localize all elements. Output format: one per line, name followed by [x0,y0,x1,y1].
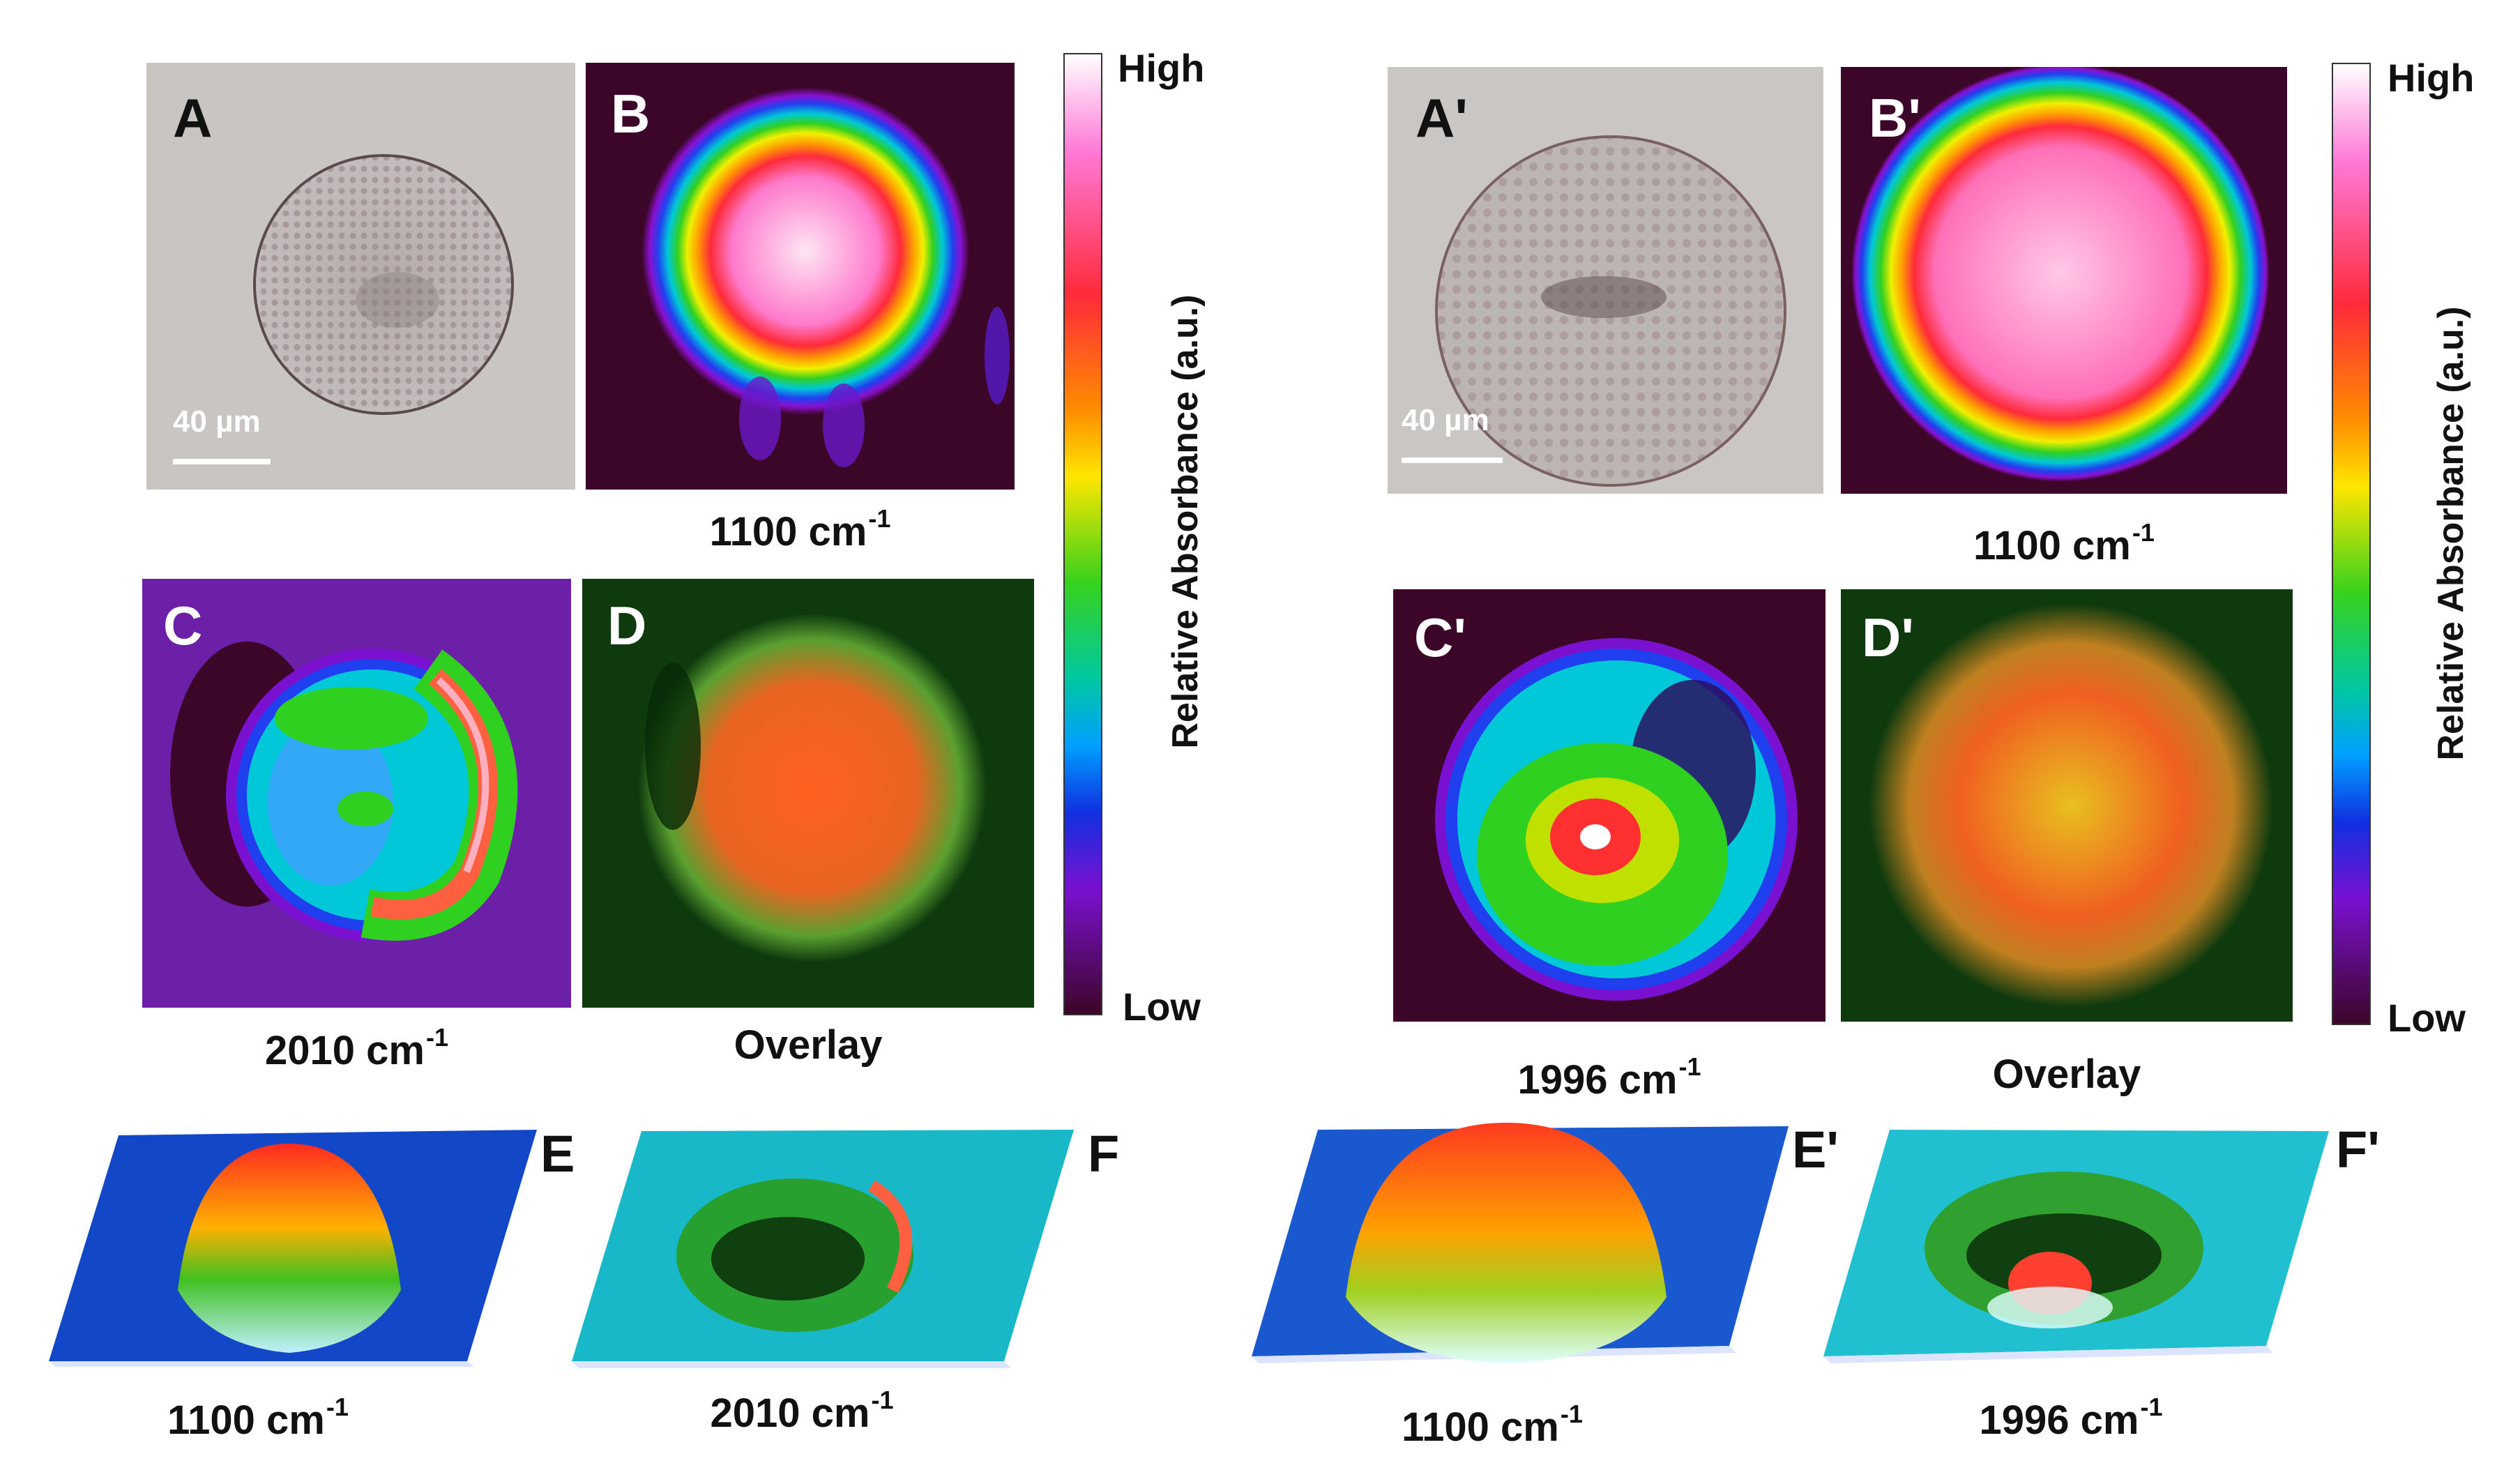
caption-f-prime-sup: -1 [2140,1393,2163,1421]
ir-map-image [1435,638,1798,1001]
scale-bar-text: 40 µm [173,404,261,439]
caption-e-text: 1100 cm [167,1398,325,1443]
panel-c-ir-map: C [142,579,571,1008]
overlay-image [638,614,987,962]
caption-c-text: 2010 cm [265,1028,425,1073]
caption-b-prime-text: 1100 cm [1973,523,2131,568]
colorbar-high-label: High [1118,46,1205,90]
panel-b-prime-ir-map: B' [1841,67,2287,494]
ir-map-image [142,579,571,1008]
surface-plot-image [1252,1123,1789,1363]
caption-d-prime: Overlay [1841,1054,2293,1095]
caption-c: 2010 cm-1 [142,1025,571,1071]
panel-label-a: A [173,87,213,149]
caption-f-prime-text: 1996 cm [1979,1398,2139,1443]
panel-label-c-prime: C' [1414,607,1466,668]
scale-bar [173,459,271,464]
caption-b-prime-sup: -1 [2132,518,2155,547]
overlay-image [1869,603,2273,1008]
caption-b-prime: 1100 cm-1 [1841,520,2287,566]
caption-e-prime: 1100 cm-1 [1311,1402,1673,1448]
panel-label-a-prime: A' [1415,87,1468,149]
caption-d-prime-text: Overlay [1992,1052,2141,1097]
caption-e: 1100 cm-1 [84,1395,432,1441]
surface-plot-image [1823,1130,2329,1363]
panel-f-prime-3d-surface [1820,1116,2336,1381]
panel-label-d: D [607,595,647,656]
caption-d: Overlay [582,1025,1034,1066]
panel-label-c: C [163,595,203,656]
colorbar-right [2332,63,2371,1025]
panel-d-overlay: D [582,579,1034,1008]
caption-e-prime-text: 1100 cm [1402,1404,1559,1450]
caption-e-prime-sup: -1 [1560,1400,1583,1428]
panel-c-prime-ir-map: C' [1393,589,1826,1022]
caption-d-text: Overlay [734,1022,883,1068]
panel-label-e-prime: E' [1792,1121,1839,1179]
ir-map-image [642,87,1010,467]
scale-bar-text: 40 µm [1402,403,1489,437]
caption-c-prime-sup: -1 [1678,1052,1701,1081]
colorbar-low-label: Low [1123,985,1201,1029]
caption-c-sup: -1 [425,1023,448,1052]
panel-d-prime-overlay: D' [1841,589,2293,1022]
colorbar-axis-label: Relative Absorbance (a.u.) [1165,294,1206,749]
panel-label-f: F [1088,1125,1120,1183]
surface-plot-image [572,1130,1074,1368]
caption-f-text: 2010 cm [710,1391,870,1436]
caption-f: 2010 cm-1 [628,1388,976,1434]
colorbar-high-label: High [2388,56,2475,100]
caption-e-sup: -1 [326,1393,349,1421]
caption-f-prime: 1996 cm-1 [1890,1395,2252,1441]
caption-c-prime-text: 1996 cm [1517,1057,1678,1103]
surface-plot-image [49,1130,537,1367]
panel-e-prime-3d-surface [1248,1116,1792,1381]
panel-a-prime-micrograph: A' 40 µm [1388,67,1823,494]
panel-label-b: B [611,83,651,144]
panel-label-d-prime: D' [1862,607,1914,668]
panel-label-e: E [540,1125,575,1183]
caption-b-sup: -1 [868,504,891,533]
colorbar-axis-label: Relative Absorbance (a.u.) [2431,306,2471,761]
scale-bar [1402,457,1503,463]
caption-f-sup: -1 [871,1386,894,1414]
cell-micrograph-image [253,154,514,415]
caption-c-prime: 1996 cm-1 [1393,1054,1826,1100]
panel-label-b-prime: B' [1869,87,1921,149]
panel-a-micrograph: A 40 µm [146,63,575,490]
panel-f-3d-surface [565,1116,1081,1381]
caption-b: 1100 cm-1 [586,506,1015,552]
ir-map-image [1851,67,2270,482]
caption-b-text: 1100 cm [709,509,867,554]
colorbar-left [1063,53,1102,1015]
cell-micrograph-image [1435,135,1786,487]
panel-e-3d-surface [42,1116,544,1374]
colorbar-low-label: Low [2388,996,2466,1040]
panel-label-f-prime: F' [2336,1121,2380,1179]
panel-b-ir-map: B [586,63,1015,490]
